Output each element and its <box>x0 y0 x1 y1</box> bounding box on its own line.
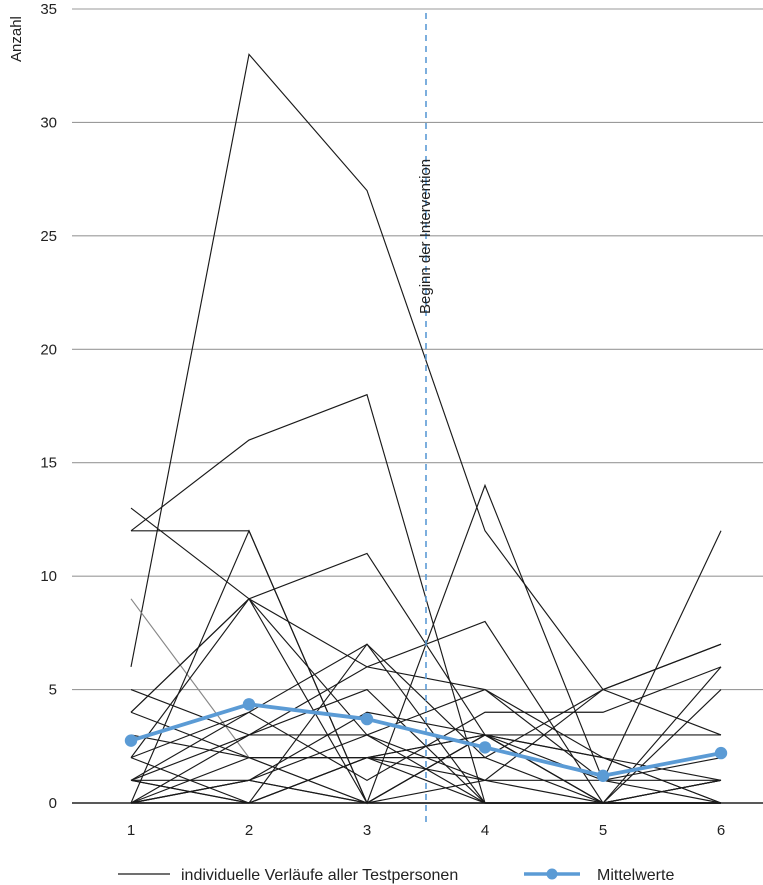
mean-point <box>242 698 256 711</box>
x-tick-4: 4 <box>481 822 489 839</box>
mean-point <box>596 769 610 782</box>
x-tick-1: 1 <box>127 822 135 839</box>
individual-series-line <box>130 53 722 736</box>
x-tick-5: 5 <box>599 822 607 839</box>
individual-series-group <box>130 53 722 805</box>
y-tick-0: 0 <box>49 795 57 812</box>
y-tick-10: 10 <box>40 568 57 585</box>
x-tick-labels: 1 2 3 4 5 6 <box>127 822 725 839</box>
intervention-label: Beginn der Intervention <box>417 159 434 314</box>
intervention-marker: Beginn der Intervention <box>417 13 434 825</box>
y-tick-20: 20 <box>40 341 57 358</box>
y-tick-5: 5 <box>49 682 57 699</box>
x-tick-6: 6 <box>717 822 725 839</box>
x-tick-3: 3 <box>363 822 371 839</box>
y-axis-title: Anzahl <box>8 16 25 62</box>
y-tick-30: 30 <box>40 114 57 131</box>
individual-series-line <box>130 666 722 804</box>
individual-series-line <box>130 643 722 804</box>
legend-individual-label: individuelle Verläufe aller Testpersonen <box>181 867 458 884</box>
legend: individuelle Verläufe aller Testpersonen… <box>118 867 674 884</box>
y-tick-labels: 0 5 10 15 20 25 30 35 <box>40 1 57 812</box>
x-tick-2: 2 <box>245 822 253 839</box>
y-tick-35: 35 <box>40 1 57 18</box>
individual-series-line <box>131 734 722 781</box>
legend-mean-label: Mittelwerte <box>597 867 674 884</box>
y-tick-25: 25 <box>40 228 57 245</box>
legend-mean-marker <box>546 868 558 880</box>
mean-point <box>714 746 728 760</box>
mean-series-line <box>129 702 723 778</box>
mean-point <box>478 741 492 754</box>
mean-point <box>124 734 138 747</box>
individual-series-line <box>130 779 722 804</box>
individual-series-line <box>130 597 722 781</box>
grid-lines <box>72 8 763 804</box>
y-tick-15: 15 <box>40 455 57 472</box>
mean-series-group <box>124 698 728 782</box>
mean-point <box>360 712 374 726</box>
